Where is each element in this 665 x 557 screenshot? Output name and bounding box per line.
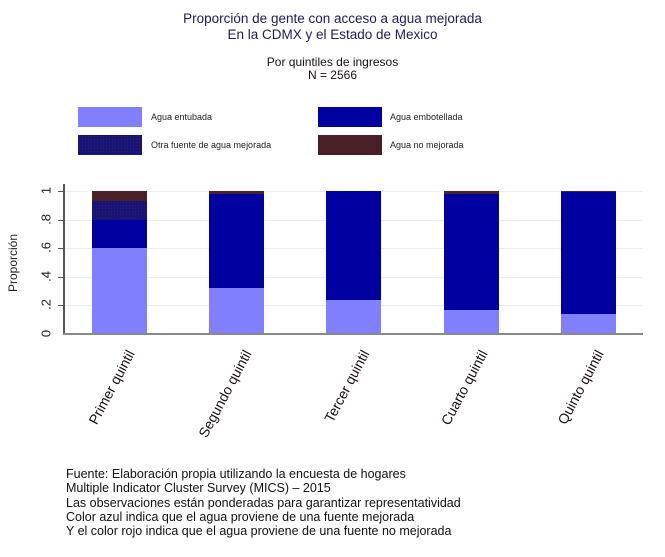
- legend: Agua entubada Agua embotellada Otra fuen…: [78, 107, 498, 159]
- legend-label-otra-fuente: Otra fuente de agua mejorada: [151, 140, 272, 150]
- bar-primer-quintil: [92, 191, 147, 334]
- segment-agua-no-mejorada: [92, 191, 147, 202]
- x-label-primer-quintil: Primer quintil: [85, 347, 139, 427]
- legend-swatch-otra-fuente: [78, 135, 142, 155]
- x-label-tercer-quintil: Tercer quintil: [320, 347, 373, 425]
- y-tick-label: .4: [38, 271, 54, 282]
- y-tick: [58, 248, 64, 249]
- segment-agua-entubada: [444, 309, 499, 334]
- segment-agua-embotellada: [326, 191, 381, 300]
- y-tick-label: .2: [38, 299, 54, 310]
- chart-subtitle-line2: N = 2566: [307, 68, 358, 82]
- x-label-cuarto-quintil: Cuarto quintil: [437, 347, 491, 428]
- footnote-line: Color azul indica que el agua proviene d…: [66, 509, 415, 524]
- y-tick: [58, 277, 64, 278]
- segment-otra-fuente: [92, 201, 147, 220]
- footnote-line: Y el color rojo indica que el agua provi…: [66, 524, 452, 539]
- y-tick-label: 0: [38, 329, 54, 338]
- x-label-segundo-quintil: Segundo quintil: [195, 347, 256, 440]
- segment-agua-embotellada: [561, 192, 616, 314]
- y-tick: [58, 191, 64, 192]
- legend-swatch-agua-embotellada: [318, 107, 382, 127]
- segment-agua-entubada: [209, 288, 264, 334]
- segment-agua-entubada: [92, 248, 147, 334]
- bar-tercer-quintil: [326, 191, 381, 334]
- footnote-line: Multiple Indicator Cluster Survey (MICS)…: [66, 481, 331, 496]
- segment-agua-embotellada: [444, 193, 499, 310]
- chart-title-line2: En la CDMX y el Estado de Mexico: [227, 27, 438, 42]
- x-axis-line: [63, 333, 643, 335]
- footnotes: Fuente: Elaboración propia utilizando la…: [66, 467, 461, 538]
- bar-cuarto-quintil: [444, 191, 499, 334]
- chart-title-line1: Proporción de gente con acceso a agua me…: [183, 11, 482, 26]
- bar-quinto-quintil: [561, 191, 616, 334]
- segment-agua-no-mejorada: [444, 191, 499, 194]
- legend-label-agua-no-mejorada: Agua no mejorada: [390, 140, 464, 150]
- chart-subtitle-line1: Por quintiles de ingresos: [266, 55, 399, 69]
- segment-agua-no-mejorada: [209, 191, 264, 194]
- y-tick: [58, 220, 64, 221]
- y-axis-line: [63, 184, 65, 335]
- y-tick-label: 1: [38, 186, 54, 195]
- segment-agua-entubada: [561, 313, 616, 334]
- plot-area: [64, 191, 642, 334]
- x-label-quinto-quintil: Quinto quintil: [554, 347, 608, 427]
- legend-label-agua-embotellada: Agua embotellada: [390, 112, 463, 122]
- legend-swatch-agua-no-mejorada: [318, 135, 382, 155]
- segment-agua-embotellada: [92, 219, 147, 249]
- segment-agua-embotellada: [209, 193, 264, 289]
- y-tick: [58, 305, 64, 306]
- footnote-line: Fuente: Elaboración propia utilizando la…: [66, 467, 406, 481]
- legend-label-agua-entubada: Agua entubada: [151, 112, 213, 122]
- y-tick-label: .8: [38, 214, 54, 225]
- segment-agua-no-mejorada: [561, 191, 616, 193]
- y-axis-label: Proporción: [6, 233, 20, 292]
- legend-swatch-agua-entubada: [78, 107, 142, 127]
- y-tick-label: .6: [38, 242, 54, 253]
- footnote-line: Las observaciones están ponderadas para …: [66, 495, 461, 510]
- segment-agua-entubada: [326, 299, 381, 334]
- bar-segundo-quintil: [209, 191, 264, 334]
